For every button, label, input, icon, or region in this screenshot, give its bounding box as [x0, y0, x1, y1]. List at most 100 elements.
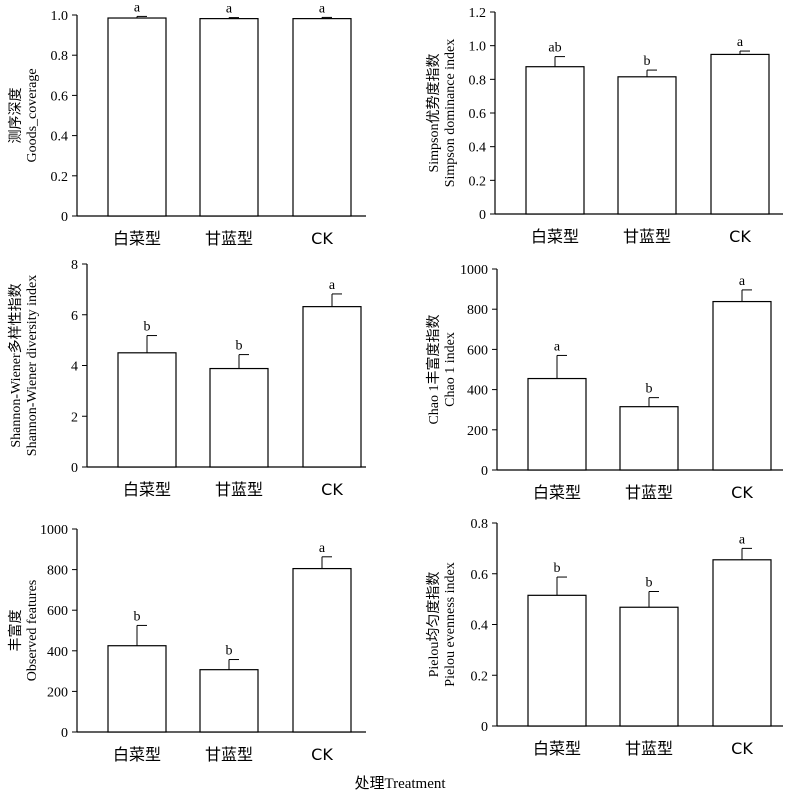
y-axis-title: Simpson优势度指数Simpson dominance index	[426, 39, 458, 188]
x-tick-label: 白菜型	[533, 739, 581, 758]
y-axis-title-line: Shannon-Wiener diversity index	[25, 275, 40, 456]
y-tick-label: 600	[467, 343, 488, 358]
x-tick-label: CK	[729, 227, 751, 246]
y-tick-label: 0	[71, 461, 78, 476]
y-tick-label: 800	[47, 564, 68, 579]
x-tick-label: CK	[731, 739, 753, 758]
y-tick-label: 600	[47, 604, 68, 619]
x-axis-title: 处理Treatment	[354, 776, 446, 792]
y-tick-label: 1.0	[51, 9, 69, 24]
y-axis-title-line: Pielou evenness index	[443, 562, 458, 686]
y-axis-title-line: Goods_coverage	[25, 68, 40, 162]
y-tick-label: 0.4	[469, 141, 487, 156]
y-tick-label: 6	[71, 309, 78, 324]
y-tick-label: 0.6	[471, 568, 489, 583]
y-axis-title: 测序深度Goods_coverage	[8, 68, 40, 162]
y-tick-label: 0.2	[51, 170, 69, 185]
bar	[527, 594, 587, 727]
bar	[619, 406, 679, 471]
x-tick-label: CK	[731, 483, 753, 502]
y-axis-title-line: 测序深度	[8, 88, 24, 144]
x-tick-label: 白菜型	[113, 745, 161, 764]
y-tick-label: 1000	[460, 263, 488, 278]
bar	[107, 17, 167, 217]
x-tick-label: 甘蓝型	[205, 229, 253, 248]
significance-letter: b	[554, 561, 561, 576]
bar	[710, 53, 770, 215]
y-axis-title-line: Chao 1丰富度指数	[425, 314, 442, 424]
bar	[525, 66, 585, 215]
significance-letter: b	[644, 54, 651, 69]
y-tick-label: 1.2	[469, 6, 487, 21]
bar	[712, 300, 772, 471]
significance-letter: a	[739, 274, 746, 289]
y-axis-title-line: Simpson优势度指数	[426, 53, 442, 172]
x-tick-label: CK	[311, 229, 333, 248]
y-axis-title-line: Observed features	[25, 580, 40, 681]
y-tick-label: 1.0	[469, 40, 487, 55]
y-tick-label: 1000	[40, 523, 68, 538]
significance-letter: b	[236, 339, 243, 354]
x-tick-label: 甘蓝型	[215, 480, 263, 499]
y-tick-label: 200	[467, 424, 488, 439]
x-tick-label: 白菜型	[123, 480, 171, 499]
y-tick-label: 0.2	[471, 669, 489, 684]
y-axis-title: 丰富度Observed features	[7, 580, 40, 681]
x-tick-label: 白菜型	[113, 229, 161, 248]
bar	[292, 18, 352, 217]
bar	[712, 559, 772, 727]
y-tick-label: 0.8	[469, 73, 487, 88]
y-tick-label: 0.6	[469, 107, 487, 122]
y-tick-label: 0	[481, 464, 488, 479]
y-tick-label: 200	[47, 685, 68, 700]
significance-letter: a	[226, 2, 233, 17]
y-tick-label: 800	[467, 303, 488, 318]
significance-letter: a	[134, 0, 141, 15]
y-axis-title: Shannon-Wiener多样性指数Shannon-Wiener divers…	[7, 275, 40, 456]
bar	[209, 367, 269, 468]
bar	[292, 567, 352, 733]
bar	[617, 76, 677, 215]
significance-letter: b	[226, 644, 233, 659]
significance-letter: b	[144, 320, 151, 335]
y-tick-label: 400	[467, 384, 488, 399]
y-tick-label: 0	[61, 726, 68, 741]
x-tick-label: 甘蓝型	[623, 227, 671, 246]
y-axis-title-line: Simpson dominance index	[443, 39, 458, 188]
bar	[527, 377, 587, 471]
x-tick-label: 白菜型	[533, 483, 581, 502]
y-tick-label: 8	[71, 258, 78, 273]
bar	[302, 306, 362, 468]
significance-letter: a	[319, 541, 326, 556]
y-tick-label: 0.8	[51, 49, 69, 64]
y-tick-label: 0	[479, 208, 486, 223]
bar	[199, 18, 259, 217]
y-tick-label: 2	[71, 410, 78, 425]
significance-letter: a	[554, 339, 561, 354]
x-tick-label: 白菜型	[531, 227, 579, 246]
y-tick-label: 400	[47, 645, 68, 660]
y-tick-label: 0.4	[51, 130, 69, 145]
y-axis-title: Pielou均匀度指数Pielou evenness index	[426, 562, 458, 686]
bar	[117, 352, 177, 468]
bar	[619, 606, 679, 727]
y-tick-label: 0	[481, 720, 488, 735]
significance-letter: b	[646, 576, 653, 591]
y-tick-label: 0	[61, 210, 68, 225]
y-tick-label: 0.8	[471, 517, 489, 532]
significance-letter: a	[329, 278, 336, 293]
bar	[107, 645, 167, 733]
y-tick-label: 0.2	[469, 174, 487, 189]
y-tick-label: 0.6	[51, 89, 69, 104]
y-axis-title-line: Pielou均匀度指数	[426, 572, 442, 678]
x-tick-label: CK	[321, 480, 343, 499]
significance-letter: b	[134, 609, 141, 624]
significance-letter: b	[646, 382, 653, 397]
y-axis-title: Chao 1丰富度指数Chao 1 index	[425, 314, 458, 424]
y-tick-label: 4	[71, 360, 78, 375]
significance-letter: a	[739, 532, 746, 547]
x-tick-label: 甘蓝型	[625, 739, 673, 758]
y-axis-title-line: 丰富度	[7, 610, 24, 652]
significance-letter: a	[737, 35, 744, 50]
